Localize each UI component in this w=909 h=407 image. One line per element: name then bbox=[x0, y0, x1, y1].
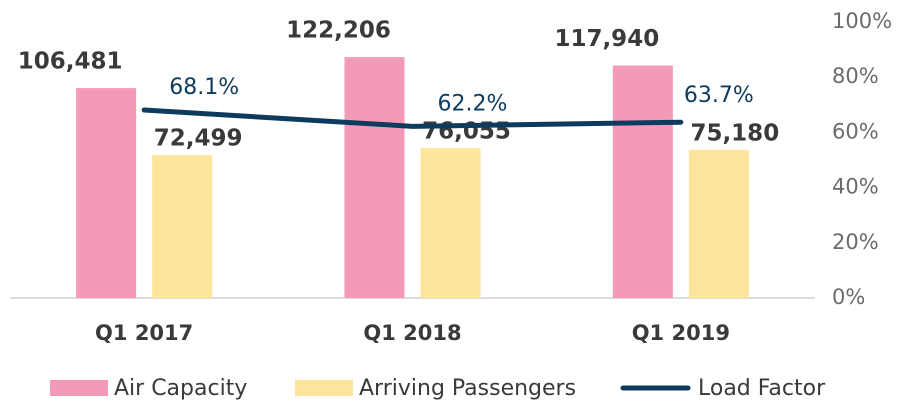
line-label: 68.1% bbox=[169, 75, 239, 100]
bar-label: 75,180 bbox=[690, 120, 779, 146]
legend-label: Load Factor bbox=[698, 376, 826, 401]
legend-label: Arriving Passengers bbox=[359, 376, 576, 401]
x-tick-label: Q1 2019 bbox=[632, 321, 730, 345]
bar-label: 76,055 bbox=[422, 119, 511, 145]
bar-label: 106,481 bbox=[18, 49, 123, 75]
bar-label: 117,940 bbox=[554, 26, 659, 52]
x-tick-label: Q1 2017 bbox=[95, 321, 193, 345]
y2-tick-label: 20% bbox=[832, 230, 879, 254]
bar-label: 122,206 bbox=[286, 18, 391, 44]
bar bbox=[76, 88, 137, 298]
bar bbox=[344, 57, 405, 298]
bar bbox=[612, 65, 673, 298]
legend-label: Air Capacity bbox=[114, 376, 247, 401]
line bbox=[141, 107, 684, 129]
legend-swatch bbox=[50, 380, 108, 396]
line-label: 63.7% bbox=[684, 83, 754, 108]
y2-tick-label: 60% bbox=[832, 119, 879, 143]
y2-tick-label: 100% bbox=[832, 9, 892, 33]
bar-label: 72,499 bbox=[154, 126, 243, 152]
bar bbox=[420, 148, 481, 298]
y2-tick-label: 80% bbox=[832, 64, 879, 88]
line-label: 62.2% bbox=[438, 91, 508, 116]
bar bbox=[688, 149, 749, 298]
x-tick-label: Q1 2018 bbox=[363, 321, 461, 345]
y2-tick-label: 0% bbox=[832, 285, 865, 309]
legend-swatch bbox=[295, 380, 353, 396]
y2-tick-label: 40% bbox=[832, 175, 879, 199]
bar bbox=[152, 155, 213, 298]
